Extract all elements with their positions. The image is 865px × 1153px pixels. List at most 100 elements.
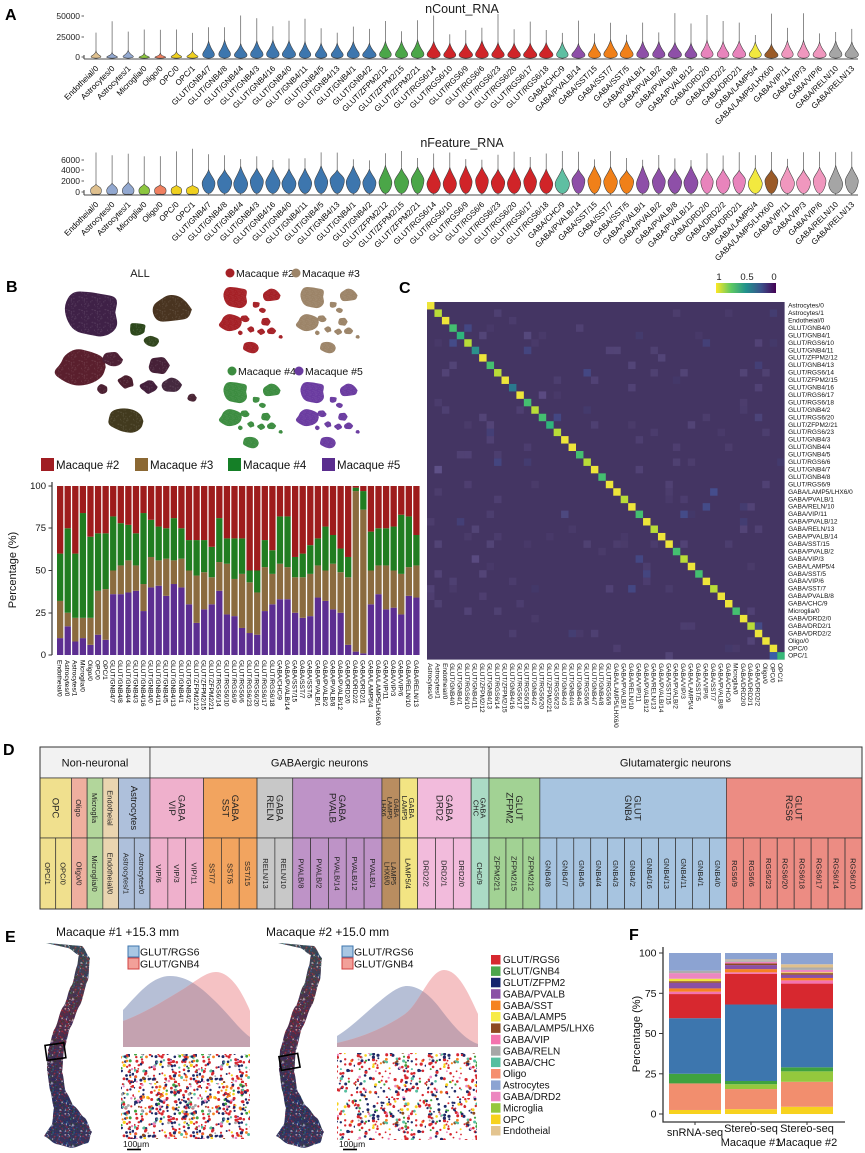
svg-text:GLUT/RGS6/6: GLUT/RGS6/6 — [238, 660, 245, 703]
svg-text:Astrocytes/1: Astrocytes/1 — [433, 663, 440, 699]
svg-text:Microglia: Microglia — [90, 793, 99, 824]
svg-text:GABA/PVALB/8: GABA/PVALB/8 — [716, 663, 723, 709]
svg-text:GLUT/RGS6/9: GLUT/RGS6/9 — [230, 660, 237, 703]
svg-text:GLUT/ZFPM2/12: GLUT/ZFPM2/12 — [478, 663, 485, 713]
svg-text:GABA/PVALB/14: GABA/PVALB/14 — [283, 660, 290, 710]
svg-text:DRD2: DRD2 — [433, 795, 444, 821]
svg-text:GLUT/ZFPM2/12: GLUT/ZFPM2/12 — [788, 355, 838, 362]
svg-text:A: A — [5, 7, 17, 24]
svg-text:25000: 25000 — [56, 32, 80, 42]
svg-text:GABA: GABA — [336, 795, 347, 822]
svg-text:GLUT/GNB4/2: GLUT/GNB4/2 — [184, 660, 191, 703]
svg-text:DRD2/1: DRD2/1 — [439, 860, 448, 887]
svg-text:GLUT/ZFPM2/21: GLUT/ZFPM2/21 — [545, 663, 552, 713]
svg-text:Astrocytes/0: Astrocytes/0 — [137, 853, 146, 894]
svg-text:0: 0 — [75, 52, 80, 62]
svg-text:GABA/PVALB/1: GABA/PVALB/1 — [620, 663, 627, 709]
svg-text:GABA/PVALB/8: GABA/PVALB/8 — [328, 660, 335, 707]
svg-text:GNB4/13: GNB4/13 — [662, 858, 671, 889]
svg-text:GLUT/RGS6/9: GLUT/RGS6/9 — [788, 481, 831, 488]
svg-text:GABA: GABA — [175, 795, 186, 822]
svg-text:F: F — [629, 927, 639, 944]
svg-text:GLUT/ZFPM2/21: GLUT/ZFPM2/21 — [207, 660, 214, 711]
svg-text:GABA/LAMP5/4: GABA/LAMP5/4 — [788, 563, 835, 570]
svg-text:GABA/VIP/3: GABA/VIP/3 — [679, 663, 686, 699]
svg-text:GLUT/GNB4/11: GLUT/GNB4/11 — [788, 347, 834, 354]
svg-text:LHX6/0: LHX6/0 — [382, 862, 389, 885]
svg-text:VIP/3: VIP/3 — [172, 864, 181, 882]
svg-text:GNB4/4: GNB4/4 — [594, 860, 603, 887]
svg-text:25: 25 — [645, 1068, 657, 1080]
svg-text:RGS6: RGS6 — [783, 795, 794, 821]
svg-text:RGS6/10: RGS6/10 — [849, 858, 858, 889]
svg-text:GLUT/ZFPM2/15: GLUT/ZFPM2/15 — [200, 660, 207, 711]
svg-text:GABA/VIP: GABA/VIP — [503, 1035, 550, 1046]
svg-text:ZFPM2: ZFPM2 — [504, 792, 515, 823]
svg-text:GABA/PVALB/14: GABA/PVALB/14 — [788, 534, 838, 541]
svg-text:GABAergic neurons: GABAergic neurons — [271, 758, 369, 770]
svg-text:GLUT/GNB4/3: GLUT/GNB4/3 — [131, 660, 138, 703]
svg-text:GLUT/RGS6/20: GLUT/RGS6/20 — [538, 663, 545, 709]
svg-text:Endotheial: Endotheial — [503, 1126, 550, 1137]
svg-text:Percentage (%): Percentage (%) — [631, 996, 643, 1072]
svg-text:GABA/LAMP5/4: GABA/LAMP5/4 — [687, 663, 694, 710]
svg-text:GLUT/GNB4: GLUT/GNB4 — [140, 959, 200, 971]
svg-text:GLUT/RGS6: GLUT/RGS6 — [140, 947, 200, 959]
svg-text:Astrocytes/0: Astrocytes/0 — [426, 663, 433, 699]
svg-text:GLUT: GLUT — [513, 795, 524, 821]
svg-text:Macaque #2 +15.0 mm: Macaque #2 +15.0 mm — [266, 925, 389, 939]
svg-text:GLUT/ZFPM2: GLUT/ZFPM2 — [503, 978, 566, 989]
svg-text:GABA/LAMP5: GABA/LAMP5 — [503, 1012, 567, 1023]
svg-text:PVALB/12: PVALB/12 — [350, 856, 359, 890]
svg-text:GLUT/GNB4/13: GLUT/GNB4/13 — [788, 362, 834, 369]
svg-text:GLUT/GNB4/7: GLUT/GNB4/7 — [109, 660, 116, 703]
svg-text:GLUT/RGS6/18: GLUT/RGS6/18 — [523, 663, 530, 709]
svg-text:PVALB/1: PVALB/1 — [368, 859, 377, 889]
svg-text:GABA/VIP/6: GABA/VIP/6 — [397, 660, 404, 697]
svg-text:GABA/PVALB/1: GABA/PVALB/1 — [313, 660, 320, 707]
svg-text:GLUT/GNB4: GLUT/GNB4 — [503, 967, 560, 978]
svg-text:GABA/LAMP5/LHX6: GABA/LAMP5/LHX6 — [503, 1024, 595, 1035]
svg-text:GLUT/GNB4/1: GLUT/GNB4/1 — [788, 332, 831, 339]
svg-text:6000: 6000 — [61, 155, 80, 165]
svg-text:100: 100 — [30, 481, 46, 492]
svg-text:Endotheial/0: Endotheial/0 — [56, 660, 63, 697]
svg-text:Astrocytes/1: Astrocytes/1 — [788, 310, 824, 317]
svg-text:GLUT/GNB4/2: GLUT/GNB4/2 — [530, 663, 537, 706]
svg-text:Oligo/0: Oligo/0 — [86, 660, 93, 681]
svg-text:GLUT/GNB4/16: GLUT/GNB4/16 — [508, 663, 515, 709]
svg-text:GLUT/GNB4/5: GLUT/GNB4/5 — [788, 452, 831, 459]
svg-text:GLUT/GNB4/4: GLUT/GNB4/4 — [567, 663, 574, 706]
svg-text:GABA/RELN/13: GABA/RELN/13 — [649, 663, 656, 710]
svg-text:GNB4/0: GNB4/0 — [713, 860, 722, 887]
svg-text:100μm: 100μm — [339, 1139, 365, 1149]
svg-text:Macaque #1 +15.3 mm: Macaque #1 +15.3 mm — [56, 925, 179, 939]
svg-text:Macaque #5: Macaque #5 — [337, 460, 400, 472]
svg-text:OPC/0: OPC/0 — [788, 645, 808, 652]
svg-text:GABA/DRD2/1: GABA/DRD2/1 — [359, 660, 366, 704]
svg-text:RGS6/20: RGS6/20 — [781, 858, 790, 889]
svg-text:GLUT/GNB4/4: GLUT/GNB4/4 — [788, 444, 831, 451]
svg-text:GLUT/GNB4/5: GLUT/GNB4/5 — [162, 660, 169, 703]
svg-text:GLUT/GNB4/13: GLUT/GNB4/13 — [486, 663, 493, 709]
svg-text:GABA/PVALB/2: GABA/PVALB/2 — [788, 548, 834, 555]
svg-text:GLUT/GNB4/0: GLUT/GNB4/0 — [788, 325, 831, 332]
svg-text:ZFPM2/15: ZFPM2/15 — [509, 856, 518, 891]
svg-text:GABA/SST/7: GABA/SST/7 — [788, 586, 826, 593]
svg-text:Glutamatergic neurons: Glutamatergic neurons — [620, 758, 732, 770]
svg-text:ALL: ALL — [130, 268, 150, 280]
svg-text:GABA/RELN/13: GABA/RELN/13 — [412, 660, 419, 707]
svg-text:GLUT/GNB4/13: GLUT/GNB4/13 — [169, 660, 176, 707]
svg-text:OPC/1: OPC/1 — [776, 663, 783, 683]
svg-text:OPC/1: OPC/1 — [788, 653, 808, 660]
svg-text:GABA/PVALB/8: GABA/PVALB/8 — [788, 593, 834, 600]
svg-text:Microglia/0: Microglia/0 — [788, 608, 820, 615]
svg-text:GABA/VIP/11: GABA/VIP/11 — [788, 511, 827, 518]
svg-text:25: 25 — [35, 608, 46, 619]
svg-text:GABA/SST/5: GABA/SST/5 — [306, 660, 313, 699]
svg-text:GLUT/GNB4/3: GLUT/GNB4/3 — [560, 663, 567, 706]
svg-text:GABA/RELN/13: GABA/RELN/13 — [788, 526, 835, 533]
svg-text:GABA/DRD2/2: GABA/DRD2/2 — [754, 663, 761, 706]
svg-text:Macaque #4: Macaque #4 — [243, 460, 307, 472]
svg-text:GLUT/ZFPM2/21: GLUT/ZFPM2/21 — [788, 422, 838, 429]
